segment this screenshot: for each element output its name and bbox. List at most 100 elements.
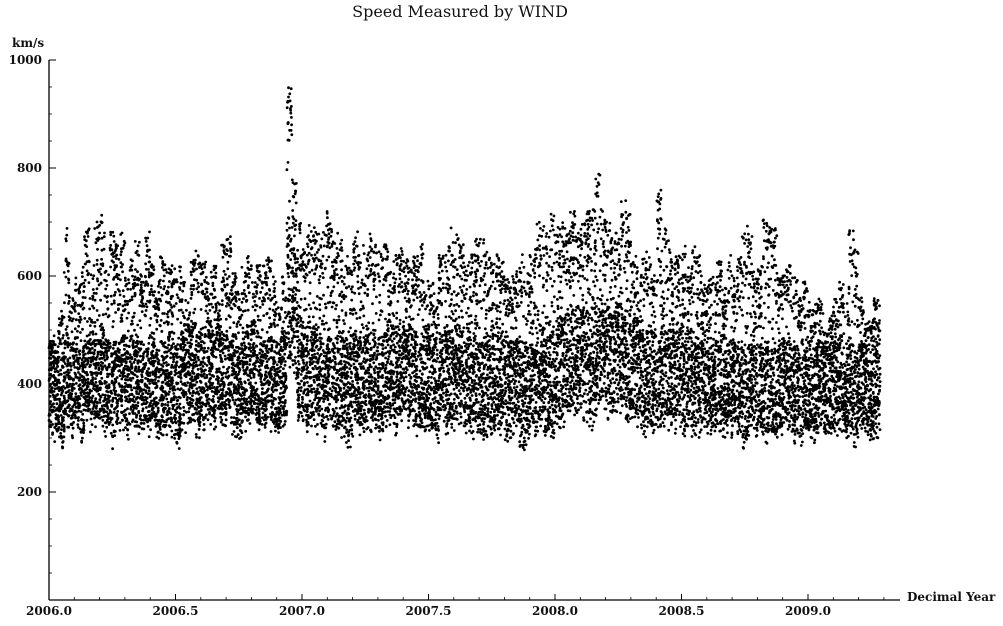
data-point	[220, 303, 224, 306]
data-point	[74, 288, 78, 292]
data-point	[110, 354, 113, 358]
data-point	[77, 371, 80, 374]
data-point	[178, 269, 182, 273]
data-point	[245, 400, 249, 404]
data-point	[86, 320, 89, 323]
data-point	[299, 373, 303, 376]
data-point	[223, 285, 227, 289]
data-point	[148, 382, 152, 385]
data-point	[272, 356, 276, 359]
data-point	[116, 421, 119, 425]
data-point	[164, 394, 168, 397]
data-point	[260, 383, 263, 387]
data-point	[294, 293, 297, 296]
data-point	[310, 253, 313, 257]
data-point	[164, 268, 168, 271]
data-point	[110, 379, 114, 383]
data-point	[312, 375, 316, 379]
data-point	[173, 437, 177, 440]
data-point	[223, 251, 226, 255]
data-point	[104, 312, 108, 316]
data-point	[125, 390, 129, 393]
data-point	[207, 397, 211, 401]
data-point	[291, 327, 295, 331]
data-point	[70, 392, 74, 396]
data-point	[58, 406, 62, 410]
data-point	[225, 277, 229, 281]
data-point	[221, 276, 225, 280]
data-point	[275, 412, 279, 415]
data-point	[278, 318, 281, 321]
data-point	[226, 367, 229, 371]
data-point	[89, 273, 93, 277]
data-point	[120, 313, 124, 317]
data-point	[76, 359, 80, 363]
data-point	[129, 298, 132, 302]
data-point	[301, 405, 305, 409]
data-point	[199, 396, 203, 399]
data-point	[150, 284, 153, 288]
data-point	[263, 426, 267, 429]
data-point	[218, 328, 221, 332]
data-point	[307, 258, 311, 262]
data-point	[104, 414, 107, 418]
data-point	[144, 237, 148, 240]
data-point	[156, 360, 160, 364]
data-point	[261, 387, 264, 390]
data-point	[288, 365, 292, 369]
data-point	[227, 275, 231, 278]
data-point	[296, 260, 299, 264]
data-point	[254, 381, 258, 385]
data-point	[192, 258, 196, 262]
data-point	[199, 381, 203, 384]
data-point	[53, 398, 57, 402]
data-point	[78, 376, 82, 380]
data-point	[230, 298, 234, 302]
data-point	[76, 399, 79, 402]
data-point	[135, 424, 138, 428]
data-point	[205, 304, 209, 308]
data-point	[66, 358, 70, 361]
data-point	[129, 405, 133, 409]
data-point	[222, 333, 225, 336]
data-point	[83, 238, 87, 242]
data-point	[222, 269, 226, 273]
data-point	[197, 428, 201, 431]
data-point	[107, 423, 111, 426]
data-point	[85, 370, 88, 374]
data-point	[150, 263, 154, 266]
data-point	[134, 397, 138, 401]
data-point	[231, 346, 235, 349]
data-point	[75, 353, 78, 357]
data-point	[310, 335, 313, 339]
data-point	[196, 368, 200, 371]
data-point	[115, 354, 119, 358]
data-point	[151, 378, 155, 382]
data-point	[306, 262, 310, 266]
data-point	[213, 295, 217, 299]
data-point	[319, 345, 323, 349]
data-point	[161, 398, 164, 402]
data-point	[111, 230, 115, 234]
data-point	[302, 365, 306, 369]
data-point	[120, 319, 124, 323]
data-point	[82, 375, 85, 379]
data-point	[197, 358, 201, 362]
data-point	[317, 259, 321, 263]
data-point	[64, 237, 68, 241]
data-point	[228, 406, 232, 409]
data-point	[178, 416, 182, 420]
data-point	[243, 292, 247, 296]
data-point	[111, 347, 115, 350]
data-point	[82, 306, 86, 310]
data-point	[111, 325, 115, 329]
data-point	[57, 418, 60, 422]
data-point	[287, 216, 290, 220]
data-point	[175, 356, 179, 359]
data-point	[313, 336, 317, 339]
data-point	[211, 347, 215, 350]
data-point	[83, 296, 87, 299]
data-point	[317, 413, 321, 417]
data-point	[258, 351, 262, 355]
